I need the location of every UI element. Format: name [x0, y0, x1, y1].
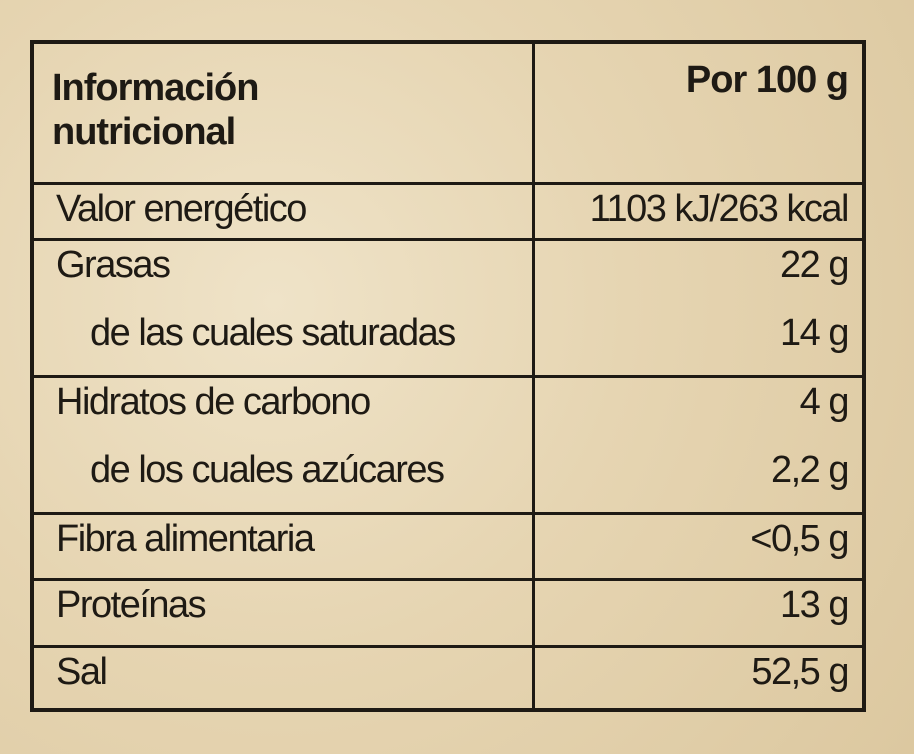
- nutrient-value: 1103 kJ/263 kcal: [589, 188, 850, 230]
- nutrient-value: 4 g: [799, 381, 850, 423]
- nutrient-value: 13 g: [780, 584, 849, 626]
- header-column: Por 100 g: [685, 59, 849, 101]
- row-separator: [34, 238, 862, 241]
- nutrient-label: Fibra alimentaria: [56, 518, 315, 560]
- nutrient-label: de los cuales azúcares: [90, 449, 445, 491]
- row-separator: [34, 512, 862, 515]
- nutrient-label: Grasas: [56, 244, 171, 286]
- nutrition-table: Información nutricional Por 100 g Valor …: [30, 40, 866, 712]
- nutrient-value: <0,5 g: [750, 518, 849, 560]
- nutrient-label: Hidratos de carbono: [56, 381, 371, 423]
- row-separator: [34, 375, 862, 378]
- row-separator: [34, 645, 862, 648]
- row-separator: [34, 182, 862, 185]
- nutrient-label: Proteínas: [56, 584, 207, 626]
- nutrient-value: 14 g: [780, 312, 849, 354]
- row-separator: [34, 578, 862, 581]
- nutrient-value: 52,5 g: [751, 651, 849, 693]
- nutrient-label: de las cuales saturadas: [90, 312, 456, 354]
- nutrient-value: 22 g: [780, 244, 849, 286]
- nutrient-label: Valor energético: [56, 188, 307, 230]
- nutrient-value: 2,2 g: [770, 449, 850, 491]
- nutrient-label: Sal: [56, 651, 108, 693]
- header-title: Información nutricional: [52, 67, 259, 153]
